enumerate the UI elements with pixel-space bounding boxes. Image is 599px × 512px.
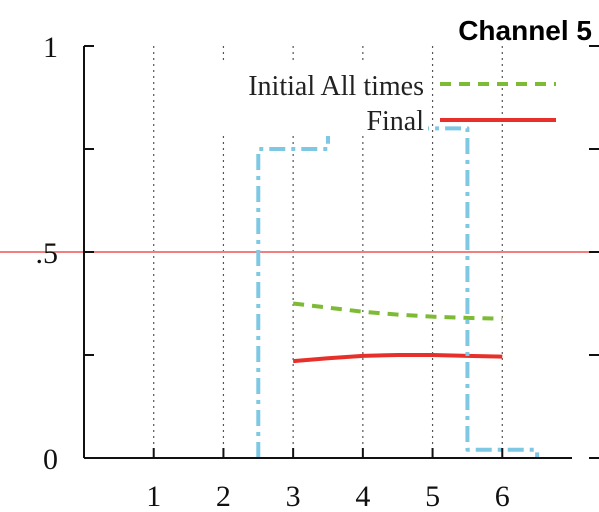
chart-title: Channel 5 [458, 15, 592, 46]
y-tick-labels: 0.51 [36, 31, 59, 476]
y-tick-label: 1 [43, 31, 58, 64]
legend: Initial All times Final [188, 64, 556, 137]
series-line-0 [292, 301, 503, 321]
x-tick-label-1: 1 [146, 480, 161, 512]
x-tick-label-6: 6 [495, 480, 510, 512]
legend-label-initial: Initial All times [248, 71, 424, 102]
axes [83, 45, 599, 459]
y-tick-label: .5 [36, 237, 59, 270]
legend-background [188, 64, 428, 136]
series-layer [256, 64, 540, 458]
x-tick-label-5: 5 [425, 480, 440, 512]
x-tick-labels: 1 2 3 4 5 6 [146, 480, 510, 512]
y-tick-label: 0 [43, 443, 58, 476]
series-line-1 [292, 353, 503, 364]
x-tick-label-4: 4 [355, 480, 370, 512]
legend-label-final: Final [366, 106, 424, 137]
x-tick-label-2: 2 [216, 480, 231, 512]
x-tick-label-3: 3 [286, 480, 301, 512]
